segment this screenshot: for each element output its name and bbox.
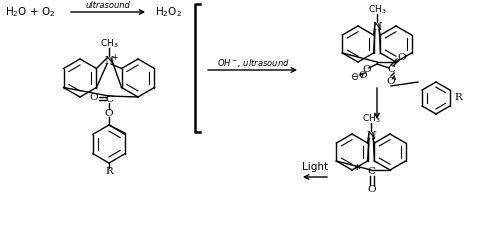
Text: OH$^-$, ultrasound: OH$^-$, ultrasound [217, 57, 289, 69]
Text: R: R [454, 94, 462, 102]
Text: C: C [105, 95, 113, 103]
Text: O: O [387, 78, 395, 86]
Text: O: O [368, 185, 376, 193]
Text: O: O [363, 66, 372, 74]
Text: CH$_3$: CH$_3$ [362, 113, 380, 125]
Text: *: * [354, 163, 360, 176]
Text: +: + [111, 53, 117, 61]
Text: Light: Light [302, 162, 328, 172]
Text: $\ominus$: $\ominus$ [350, 71, 360, 82]
Text: N: N [372, 22, 382, 32]
Text: R: R [105, 168, 113, 176]
Text: C: C [367, 168, 375, 176]
Text: C: C [387, 65, 395, 73]
Text: O: O [105, 108, 113, 118]
Text: H$_2$O$_2$: H$_2$O$_2$ [155, 5, 182, 19]
Text: O: O [398, 54, 406, 62]
Text: O: O [359, 72, 368, 80]
Text: CH$_3$: CH$_3$ [368, 4, 386, 16]
Text: O: O [90, 94, 98, 102]
Text: N: N [366, 131, 376, 141]
Text: H$_2$O + O$_2$: H$_2$O + O$_2$ [5, 5, 56, 19]
Text: CH$_3$: CH$_3$ [100, 38, 119, 50]
Text: N: N [104, 56, 114, 66]
Text: ultrasound: ultrasound [86, 1, 130, 11]
